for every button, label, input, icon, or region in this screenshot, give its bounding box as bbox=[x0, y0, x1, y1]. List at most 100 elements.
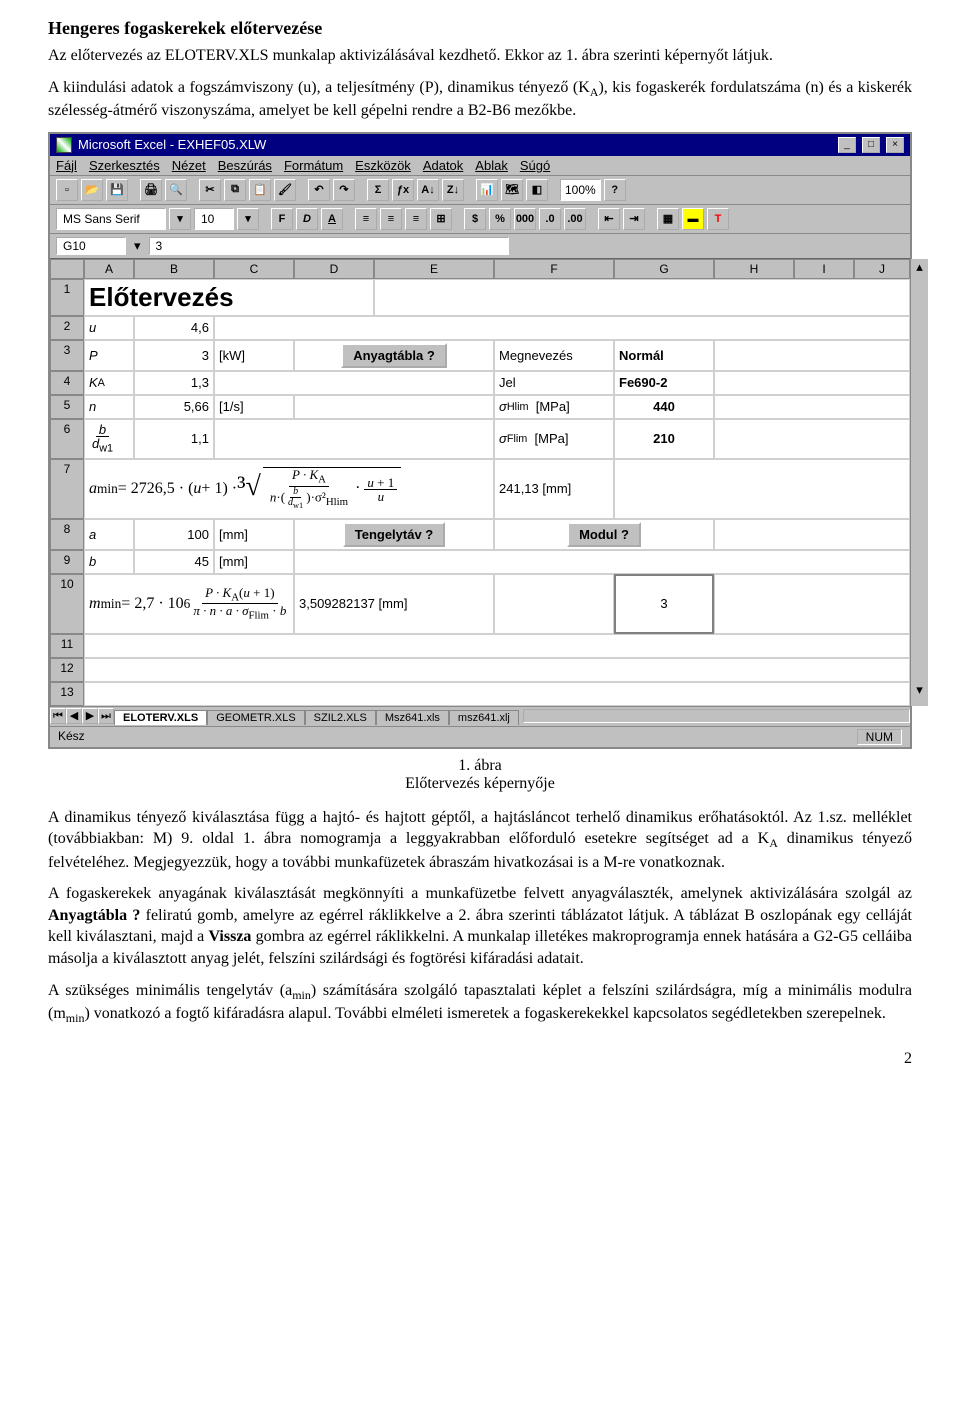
tab-geometr[interactable]: GEOMETR.XLS bbox=[207, 710, 304, 725]
colhdr-f[interactable]: F bbox=[494, 259, 614, 279]
rowhdr-12[interactable]: 12 bbox=[50, 658, 84, 682]
cell-blank[interactable] bbox=[214, 419, 494, 459]
bold-icon[interactable]: F bbox=[271, 208, 293, 230]
paste-icon[interactable]: 📋 bbox=[249, 179, 271, 201]
scrollbar-v[interactable] bbox=[910, 395, 928, 419]
cell-a9[interactable]: b bbox=[84, 550, 134, 574]
namebox-dropdown-icon[interactable]: ▾ bbox=[134, 238, 141, 254]
rowhdr-2[interactable]: 2 bbox=[50, 316, 84, 340]
rowhdr-8[interactable]: 8 bbox=[50, 519, 84, 550]
cell-a2[interactable]: u bbox=[84, 316, 134, 340]
scrollbar-v[interactable] bbox=[910, 459, 928, 519]
name-box[interactable]: G10 bbox=[56, 237, 126, 255]
cell-a3[interactable]: P bbox=[84, 340, 134, 371]
tab-next-icon[interactable]: ▶ bbox=[82, 708, 98, 724]
scrollbar-v[interactable] bbox=[910, 634, 928, 658]
redo-icon[interactable]: ↷ bbox=[333, 179, 355, 201]
sort-desc-icon[interactable]: Z↓ bbox=[442, 179, 464, 201]
scrollbar-v[interactable] bbox=[910, 658, 928, 682]
cell-b2[interactable]: 4,6 bbox=[134, 316, 214, 340]
cell-blank[interactable] bbox=[714, 519, 910, 550]
cell-blank[interactable] bbox=[714, 574, 910, 634]
undo-icon[interactable]: ↶ bbox=[308, 179, 330, 201]
rowhdr-10[interactable]: 10 bbox=[50, 574, 84, 634]
fx-icon[interactable]: ƒx bbox=[392, 179, 414, 201]
tab-eloterv[interactable]: ELOTERV.XLS bbox=[114, 710, 207, 725]
modul-button[interactable]: Modul ? bbox=[567, 522, 641, 547]
tab-msz641[interactable]: Msz641.xls bbox=[376, 710, 449, 725]
menu-adat[interactable]: Adatok bbox=[423, 158, 463, 173]
cell-b6[interactable]: 1,1 bbox=[134, 419, 214, 459]
new-icon[interactable]: ▫ bbox=[56, 179, 78, 201]
scrollbar-v[interactable] bbox=[910, 279, 928, 316]
scrollbar-v[interactable] bbox=[910, 550, 928, 574]
formula-input[interactable]: 3 bbox=[149, 237, 509, 255]
cell-c9[interactable]: [mm] bbox=[214, 550, 294, 574]
border-icon[interactable]: ▦ bbox=[657, 208, 679, 230]
italic-icon[interactable]: D bbox=[296, 208, 318, 230]
cell-b9[interactable]: 45 bbox=[134, 550, 214, 574]
cell-b4[interactable]: 1,3 bbox=[134, 371, 214, 395]
menu-fajl[interactable]: Fájl bbox=[56, 158, 77, 173]
cell-blank[interactable] bbox=[374, 279, 910, 316]
cell-b5[interactable]: 5,66 bbox=[134, 395, 214, 419]
cell-c8[interactable]: [mm] bbox=[214, 519, 294, 550]
scrollbar-v[interactable] bbox=[910, 371, 928, 395]
cell-f6[interactable]: σFlim [MPa] bbox=[494, 419, 614, 459]
scrollbar-v[interactable] bbox=[910, 519, 928, 550]
cell-f5[interactable]: σHlim [MPa] bbox=[494, 395, 614, 419]
cell-blank[interactable] bbox=[714, 419, 910, 459]
cell-f4[interactable]: Jel bbox=[494, 371, 614, 395]
colhdr-g[interactable]: G bbox=[614, 259, 714, 279]
colhdr-j[interactable]: J bbox=[854, 259, 910, 279]
fmtpaint-icon[interactable]: 🖌 bbox=[274, 179, 296, 201]
cell-c5[interactable]: [1/s] bbox=[214, 395, 294, 419]
zoom-box[interactable]: 100% bbox=[560, 179, 601, 201]
rowhdr-5[interactable]: 5 bbox=[50, 395, 84, 419]
rowhdr-3[interactable]: 3 bbox=[50, 340, 84, 371]
menu-beszur[interactable]: Beszúrás bbox=[218, 158, 272, 173]
cell-title[interactable]: Előtervezés bbox=[84, 279, 374, 316]
comma-icon[interactable]: 000 bbox=[514, 208, 536, 230]
align-center-icon[interactable]: ≡ bbox=[380, 208, 402, 230]
rowhdr-11[interactable]: 11 bbox=[50, 634, 84, 658]
cell-blank[interactable] bbox=[714, 371, 910, 395]
close-button[interactable]: × bbox=[886, 137, 904, 153]
fontsize-dropdown-icon[interactable]: ▾ bbox=[237, 208, 259, 230]
menu-sugo[interactable]: Súgó bbox=[520, 158, 550, 173]
scrollbar-v[interactable] bbox=[910, 419, 928, 459]
cell-d3[interactable]: Anyagtábla ? bbox=[294, 340, 494, 371]
cell-g10-active[interactable]: 3 bbox=[614, 574, 714, 634]
cut-icon[interactable]: ✂ bbox=[199, 179, 221, 201]
maximize-button[interactable]: □ bbox=[862, 137, 880, 153]
preview-icon[interactable]: 🔍 bbox=[165, 179, 187, 201]
tab-last-icon[interactable]: ⏭ bbox=[98, 708, 114, 724]
minimize-button[interactable]: _ bbox=[838, 137, 856, 153]
cell-g6[interactable]: 210 bbox=[614, 419, 714, 459]
align-left-icon[interactable]: ≡ bbox=[355, 208, 377, 230]
scroll-up-icon[interactable]: ▴ bbox=[910, 259, 928, 279]
dec-dec-icon[interactable]: .00 bbox=[564, 208, 586, 230]
menu-ablak[interactable]: Ablak bbox=[475, 158, 508, 173]
currency-icon[interactable]: $ bbox=[464, 208, 486, 230]
help-icon[interactable]: ? bbox=[604, 179, 626, 201]
cell-g4[interactable]: Fe690-2 bbox=[614, 371, 714, 395]
cell-blank[interactable] bbox=[614, 459, 910, 519]
colhdr-b[interactable]: B bbox=[134, 259, 214, 279]
cell-blank[interactable] bbox=[84, 658, 910, 682]
sum-icon[interactable]: Σ bbox=[367, 179, 389, 201]
cell-blank[interactable] bbox=[294, 395, 494, 419]
menu-eszk[interactable]: Eszközök bbox=[355, 158, 411, 173]
inc-dec-icon[interactable]: .0 bbox=[539, 208, 561, 230]
tab-szil2[interactable]: SZIL2.XLS bbox=[305, 710, 376, 725]
cell-blank[interactable] bbox=[214, 316, 910, 340]
rowhdr-1[interactable]: 1 bbox=[50, 279, 84, 316]
tab-prev-icon[interactable]: ◀ bbox=[66, 708, 82, 724]
cell-blank[interactable] bbox=[84, 634, 910, 658]
chart-icon[interactable]: 📊 bbox=[476, 179, 498, 201]
cell-b8[interactable]: 100 bbox=[134, 519, 214, 550]
merge-icon[interactable]: ⊞ bbox=[430, 208, 452, 230]
align-right-icon[interactable]: ≡ bbox=[405, 208, 427, 230]
indent-inc-icon[interactable]: ⇥ bbox=[623, 208, 645, 230]
fontcolor-icon[interactable]: T bbox=[707, 208, 729, 230]
